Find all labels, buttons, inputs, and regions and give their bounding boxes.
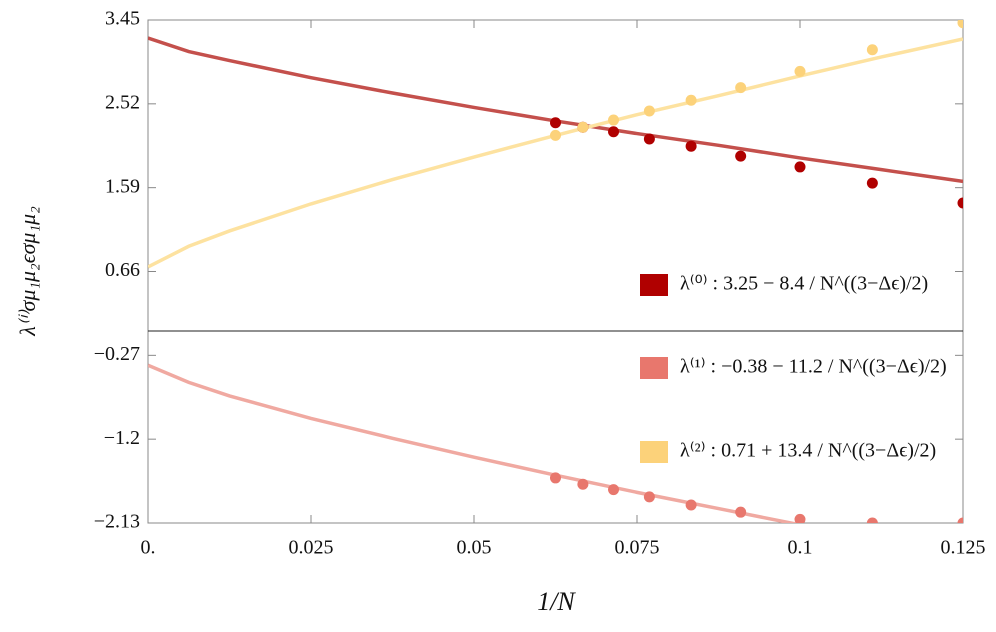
x-tick-label: 0.125 — [941, 537, 986, 559]
y-tick-label: 1.59 — [105, 175, 140, 197]
legend-label: λ⁽⁰⁾ : 3.25 − 8.4 / N^((3−Δϵ)/2) — [680, 273, 928, 295]
y-tick-label: −2.13 — [94, 511, 140, 533]
x-tick-label: 0.075 — [615, 537, 660, 559]
plot-area — [148, 20, 963, 523]
x-tick-label: 0.05 — [457, 537, 492, 559]
legend-swatch — [640, 357, 668, 379]
data-point — [735, 150, 747, 162]
y-tick-label: −1.2 — [104, 427, 140, 449]
data-point — [685, 499, 697, 511]
data-point — [550, 117, 561, 129]
data-point — [957, 197, 963, 209]
x-axis-label: 1/N — [537, 587, 576, 616]
fit-curve — [148, 363, 800, 523]
data-point — [866, 517, 878, 523]
y-axis-label: λ⁽ⁱ⁾σμ₁μ₂ϵσμ₁μ₂ — [15, 206, 40, 337]
legend-swatch — [640, 274, 668, 296]
data-point — [577, 121, 589, 133]
y-tick-label: −0.27 — [94, 343, 140, 365]
legend-label: λ⁽¹⁾ : −0.38 − 11.2 / N^((3−Δϵ)/2) — [680, 356, 947, 378]
data-point — [643, 491, 655, 503]
data-point — [735, 506, 747, 518]
data-point — [685, 94, 697, 106]
data-point — [643, 105, 655, 117]
x-tick-label: 0. — [141, 537, 156, 559]
y-tick-label: 3.45 — [105, 8, 140, 30]
data-point — [957, 20, 963, 29]
data-point — [735, 82, 747, 94]
data-point — [643, 133, 655, 145]
data-point — [608, 114, 620, 126]
fit-curve — [148, 37, 963, 269]
data-point — [866, 177, 878, 189]
data-point — [550, 129, 561, 141]
data-point — [794, 65, 806, 77]
data-point — [957, 517, 963, 523]
x-tick-label: 0.025 — [289, 537, 334, 559]
fit-curve — [148, 36, 963, 184]
data-point — [866, 44, 878, 56]
legend-swatch — [640, 441, 668, 463]
x-tick-label: 0.1 — [788, 537, 813, 559]
data-point — [550, 472, 561, 484]
data-point — [794, 513, 806, 523]
data-point — [608, 484, 620, 496]
data-point — [608, 126, 620, 138]
y-tick-label: 2.52 — [105, 91, 140, 113]
data-point — [794, 161, 806, 173]
data-point — [685, 140, 697, 152]
legend-label: λ⁽²⁾ : 0.71 + 13.4 / N^((3−Δϵ)/2) — [680, 440, 936, 462]
data-point — [577, 478, 589, 490]
y-tick-label: 0.66 — [105, 259, 140, 281]
